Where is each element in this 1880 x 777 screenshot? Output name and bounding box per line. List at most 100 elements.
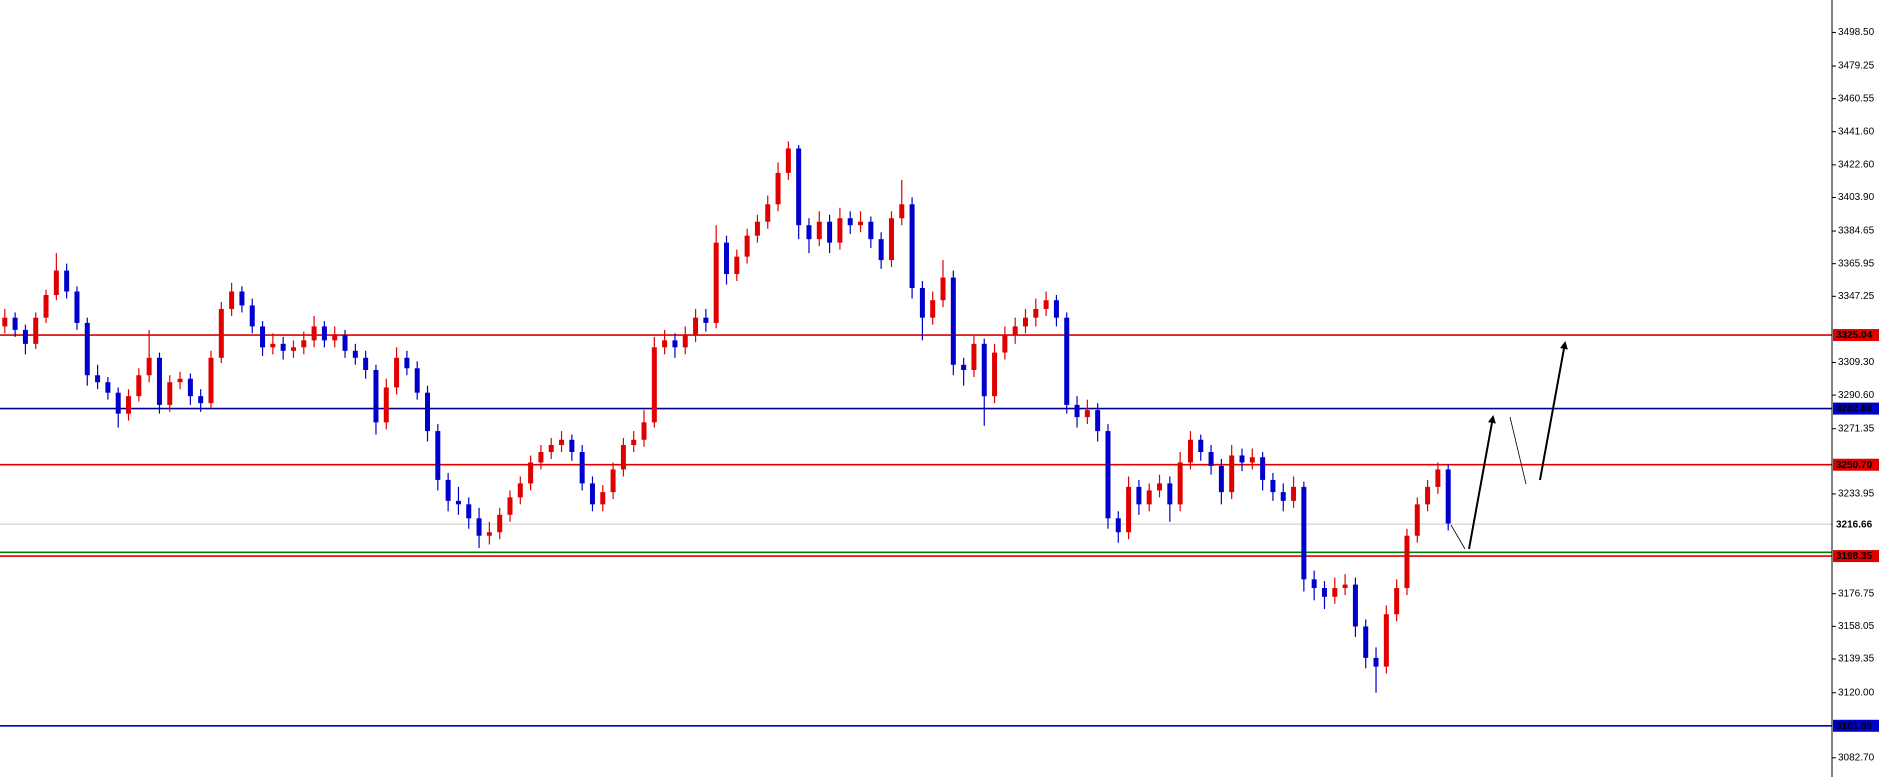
candle-body xyxy=(486,532,492,536)
candle-body xyxy=(1239,455,1245,463)
projection-line xyxy=(1509,416,1527,485)
candle-body xyxy=(167,382,173,405)
candle-body xyxy=(827,221,833,243)
candle-body xyxy=(765,204,771,222)
candle-body xyxy=(1270,479,1276,493)
candle-body xyxy=(290,347,296,351)
candle-body xyxy=(1445,469,1451,524)
candle-body xyxy=(785,148,791,173)
candle-body xyxy=(1198,439,1204,452)
candle-body xyxy=(435,431,441,480)
candle-body xyxy=(321,326,327,341)
y-tick-label: 3498.50 xyxy=(1838,27,1875,38)
candle-body xyxy=(589,483,595,505)
candle-body xyxy=(1363,626,1369,658)
candle-body xyxy=(1053,300,1059,318)
candle-body xyxy=(33,317,39,344)
candle-body xyxy=(1394,588,1400,615)
candle-body xyxy=(806,225,812,240)
candle-body xyxy=(1002,335,1008,353)
candle-body xyxy=(229,291,235,309)
y-tick-label: 3082.70 xyxy=(1838,752,1875,763)
candle-body xyxy=(455,500,461,505)
candle-body xyxy=(332,335,338,341)
candle-body xyxy=(1352,584,1358,627)
candle-body xyxy=(992,352,998,397)
candle-body xyxy=(1301,486,1307,580)
candle-body xyxy=(1332,588,1338,597)
candle-body xyxy=(260,326,266,348)
level-label: 3198.35 xyxy=(1836,551,1873,562)
candle-body xyxy=(1321,588,1327,597)
y-tick-label: 3347.25 xyxy=(1838,291,1875,302)
candle-body xyxy=(187,378,193,397)
candle-body xyxy=(775,172,781,205)
candle-body xyxy=(53,270,59,295)
candle-body xyxy=(1435,469,1441,487)
level-tag xyxy=(1833,518,1879,531)
candle-body xyxy=(208,357,214,404)
candle-body xyxy=(126,396,132,414)
candle-body xyxy=(363,357,369,371)
candle-body xyxy=(466,504,472,519)
candle-body xyxy=(1167,483,1173,505)
candle-body xyxy=(950,277,956,365)
level-label: 3325.04 xyxy=(1836,330,1873,341)
y-tick-label: 3403.90 xyxy=(1838,192,1875,203)
candle-body xyxy=(528,462,534,484)
candle-body xyxy=(878,239,884,261)
candle-body xyxy=(1383,614,1389,667)
candle-body xyxy=(847,218,853,226)
candle-body xyxy=(1260,457,1266,480)
candle-body xyxy=(1229,455,1235,493)
candle-body xyxy=(909,204,915,289)
candle-body xyxy=(734,256,740,275)
candle-body xyxy=(414,368,420,393)
candle-body xyxy=(383,387,389,423)
candle-body xyxy=(95,375,101,383)
candle-body xyxy=(43,294,49,318)
candle-body xyxy=(301,340,307,348)
candle-body xyxy=(1022,317,1028,327)
candle-body xyxy=(1105,431,1111,519)
candle-body xyxy=(651,347,657,423)
candle-body xyxy=(724,242,729,275)
candle-body xyxy=(1064,317,1070,405)
candle-body xyxy=(404,357,410,369)
candle-body xyxy=(1043,300,1049,309)
y-tick-label: 3365.95 xyxy=(1838,258,1875,269)
candle-body xyxy=(600,492,606,505)
candle-body xyxy=(394,357,400,388)
y-tick-label: 3441.60 xyxy=(1838,126,1875,137)
candle-body xyxy=(84,322,90,376)
candle-body xyxy=(1218,465,1224,493)
candle-body xyxy=(888,218,894,261)
levels xyxy=(0,334,1832,727)
candle-body xyxy=(1012,326,1018,336)
candle-body xyxy=(1280,492,1286,501)
candle-body xyxy=(497,514,503,533)
candle-body xyxy=(693,317,699,336)
candle-body xyxy=(270,343,276,348)
level-tags: 3325.04 3282.89 3250.70 3216.66 3198.35 3101.… xyxy=(1833,329,1879,732)
candle-body xyxy=(940,277,946,301)
candle-body xyxy=(445,479,451,501)
candle-body xyxy=(754,221,760,236)
candle-body xyxy=(868,221,874,240)
level-label: 3216.66 xyxy=(1836,519,1873,530)
candle-body xyxy=(115,392,121,414)
candle-body xyxy=(1136,486,1142,505)
y-tick-label: 3233.95 xyxy=(1838,489,1875,500)
candle-body xyxy=(12,317,18,330)
candle-body xyxy=(1342,584,1348,589)
candle-body xyxy=(662,340,668,348)
y-tick-label: 3384.65 xyxy=(1838,226,1875,237)
level-label: 3282.89 xyxy=(1836,404,1873,415)
candle-body xyxy=(919,288,925,318)
level-tag xyxy=(1833,719,1879,732)
candle-body xyxy=(538,451,544,463)
y-tick-label: 3460.55 xyxy=(1838,93,1875,104)
candle-body xyxy=(1095,410,1101,432)
candle-body xyxy=(517,483,523,498)
